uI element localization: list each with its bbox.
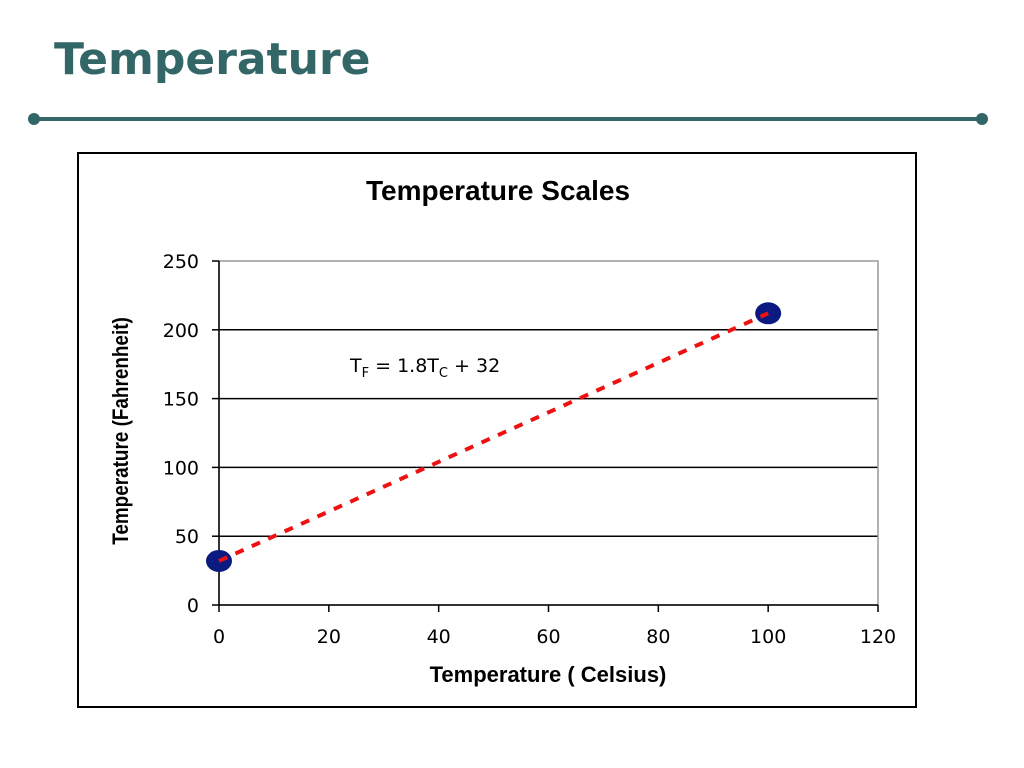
y-axis-ticks: 0 50 100 150 200 250 <box>163 251 219 617</box>
slide-title: Temperature <box>54 34 371 85</box>
title-divider <box>28 113 988 125</box>
x-tick-label-100: 100 <box>750 626 786 648</box>
chart-title: Temperature Scales <box>366 175 630 206</box>
trendline <box>218 311 769 563</box>
equation-sub-f: F <box>362 366 369 381</box>
data-points <box>206 302 782 572</box>
x-tick-label-80: 80 <box>646 626 670 648</box>
x-tick-label-60: 60 <box>536 626 560 648</box>
divider-right-dot <box>976 113 988 125</box>
trendline-equation: TF = 1.8TC + 32 <box>349 355 500 381</box>
equation-t2: = 1.8T <box>369 355 439 377</box>
equation-t3: + 32 <box>448 355 500 377</box>
data-point-1 <box>206 549 232 572</box>
temperature-chart: Temperature Scales 0 50 100 150 200 250 0 20 40… <box>109 175 896 687</box>
y-axis-label: Temperature (Fahrenheit) <box>109 317 134 545</box>
grid-lines <box>219 329 878 537</box>
x-tick-label-40: 40 <box>427 626 451 648</box>
equation-t1: T <box>349 355 362 377</box>
x-axis-label: Temperature ( Celsius) <box>430 662 667 687</box>
divider-left-dot <box>28 113 40 125</box>
y-tick-label-50: 50 <box>175 526 199 548</box>
x-tick-label-20: 20 <box>317 626 341 648</box>
y-tick-label-100: 100 <box>163 457 199 479</box>
y-tick-label-0: 0 <box>187 595 199 617</box>
y-tick-label-250: 250 <box>163 251 199 273</box>
x-tick-label-0: 0 <box>213 626 225 648</box>
chart-frame: Temperature Scales 0 50 100 150 200 250 0 20 40… <box>77 152 917 708</box>
y-tick-label-150: 150 <box>163 389 199 411</box>
x-axis-ticks: 0 20 40 60 80 100 120 <box>213 605 896 648</box>
equation-sub-c: C <box>439 366 448 381</box>
x-tick-label-120: 120 <box>860 626 896 648</box>
y-tick-label-200: 200 <box>163 320 199 342</box>
